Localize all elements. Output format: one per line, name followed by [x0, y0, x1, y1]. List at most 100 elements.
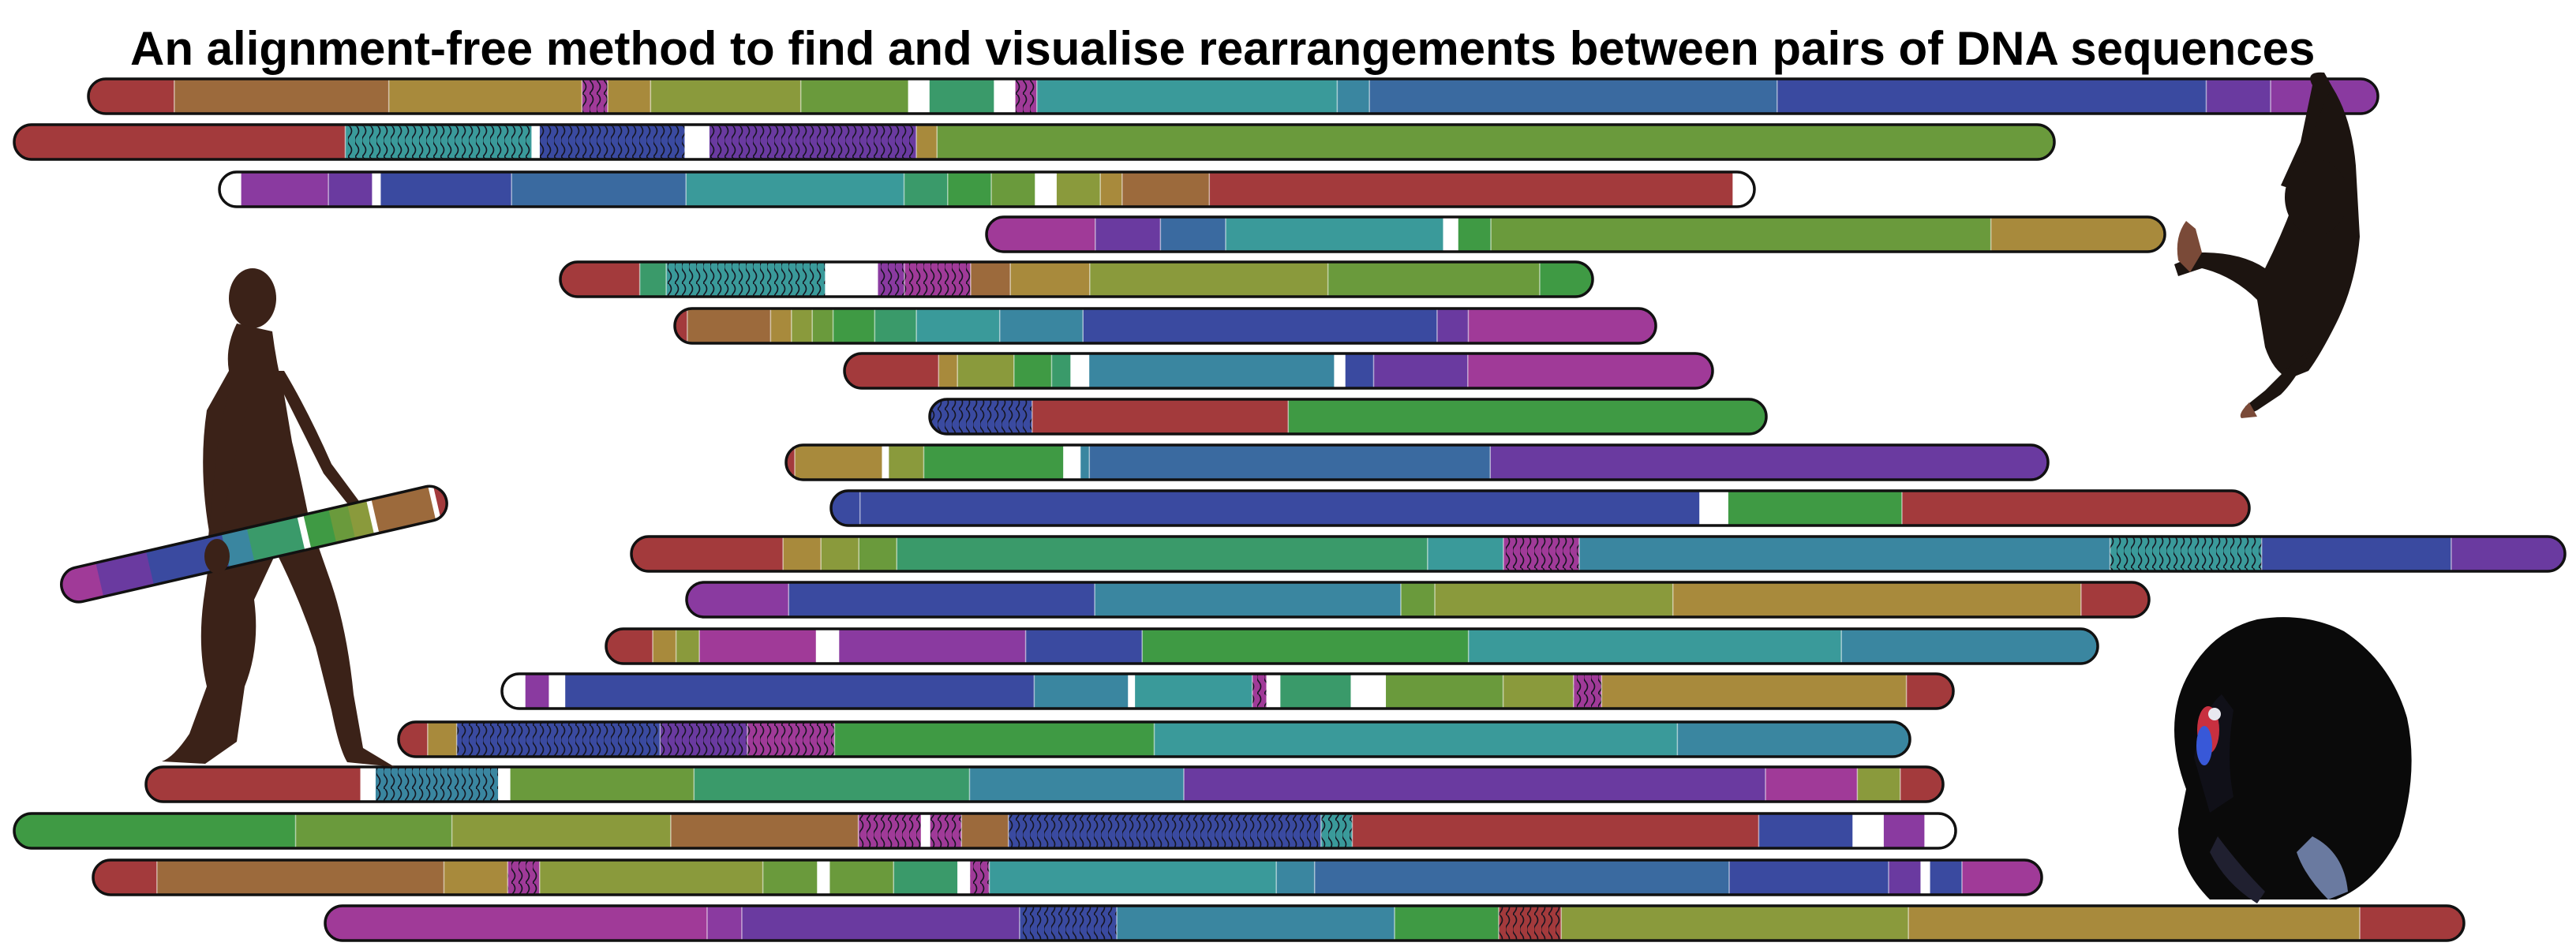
segment — [762, 860, 818, 895]
segment — [1498, 906, 1562, 941]
segment — [1758, 813, 1853, 848]
segment — [929, 79, 994, 114]
segment — [650, 79, 802, 114]
segment — [878, 262, 905, 297]
segment — [987, 217, 1096, 252]
segment — [1288, 399, 1766, 434]
segment — [1920, 860, 1931, 895]
segment — [817, 860, 831, 895]
segment — [859, 537, 897, 571]
segment — [565, 674, 1035, 709]
segment — [788, 582, 1095, 617]
held-chromosome — [58, 482, 451, 606]
segment — [1573, 674, 1602, 709]
chromosome-17 — [13, 812, 1957, 850]
segment — [1280, 674, 1352, 709]
segment — [607, 79, 651, 114]
chromosome-16 — [144, 765, 1945, 803]
segment — [791, 309, 813, 343]
segment — [560, 262, 641, 297]
chromosome-outline — [784, 443, 2050, 481]
segment — [2080, 582, 2149, 617]
segment — [1503, 537, 1580, 571]
segment — [666, 262, 826, 297]
chromosome-outline — [559, 260, 1594, 298]
chromosome-outline — [144, 765, 1945, 803]
segment — [687, 309, 771, 343]
chromosome-outline — [92, 858, 2043, 896]
segment — [1008, 813, 1322, 848]
segment — [1135, 674, 1253, 709]
segment — [451, 813, 672, 848]
segment — [1677, 722, 1910, 757]
segment — [1857, 767, 1901, 802]
segment — [795, 445, 883, 480]
chromosome-5 — [559, 260, 1594, 298]
segment — [549, 674, 566, 709]
segment — [908, 79, 930, 114]
segment — [969, 767, 1185, 802]
segment — [1728, 860, 1889, 895]
segment — [1142, 629, 1470, 664]
segment — [686, 172, 905, 207]
segment — [1095, 582, 1402, 617]
chromosome-1 — [87, 77, 2379, 115]
segment — [1183, 767, 1766, 802]
chromosome-outline — [87, 77, 2379, 115]
segment — [676, 629, 700, 664]
segment — [858, 813, 922, 848]
chromosome-13 — [605, 627, 2099, 665]
segment — [893, 860, 958, 895]
chromosome-outline — [630, 535, 2567, 573]
segment — [699, 629, 817, 664]
segment — [1025, 629, 1143, 664]
segment — [1961, 860, 2042, 895]
segment — [1337, 79, 1370, 114]
diagram-title: An alignment-free method to find and vis… — [130, 22, 2316, 75]
segment — [539, 860, 764, 895]
segment — [1908, 906, 2361, 941]
segment — [2360, 906, 2464, 941]
segment — [889, 445, 925, 480]
segment — [1400, 582, 1436, 617]
segment — [1386, 674, 1504, 709]
segment — [1841, 629, 2098, 664]
segment — [904, 262, 972, 297]
segment — [345, 125, 533, 159]
segment — [1578, 537, 2111, 571]
segment — [1732, 172, 1754, 207]
chromosome-4 — [985, 215, 2166, 253]
segment — [1345, 353, 1375, 388]
segment — [360, 767, 376, 802]
segment — [859, 491, 1700, 525]
segment — [770, 309, 792, 343]
segment — [14, 813, 297, 848]
chromosome-2 — [13, 123, 2056, 161]
segment — [904, 172, 949, 207]
segment — [1503, 674, 1574, 709]
segment — [456, 722, 661, 757]
segment — [241, 172, 329, 207]
segment — [970, 860, 990, 895]
segment — [380, 172, 512, 207]
walking-human-figure — [58, 268, 451, 767]
chromosome-outline — [500, 672, 1955, 710]
segment — [839, 629, 1027, 664]
segment — [706, 906, 743, 941]
segment — [1036, 79, 1338, 114]
chromosome-6 — [673, 307, 1657, 345]
segment — [375, 767, 499, 802]
turkey-figure — [2174, 617, 2412, 903]
segment — [834, 722, 1155, 757]
segment — [1034, 674, 1129, 709]
chromosome-outline — [13, 123, 2056, 161]
segment — [1019, 906, 1118, 941]
segment — [2451, 537, 2565, 571]
chromosome-outline — [829, 489, 2251, 527]
segment — [999, 309, 1084, 343]
segment — [1089, 262, 1329, 297]
segment — [388, 79, 582, 114]
segment — [498, 767, 511, 802]
segment — [930, 399, 1033, 434]
segment — [1117, 906, 1395, 941]
